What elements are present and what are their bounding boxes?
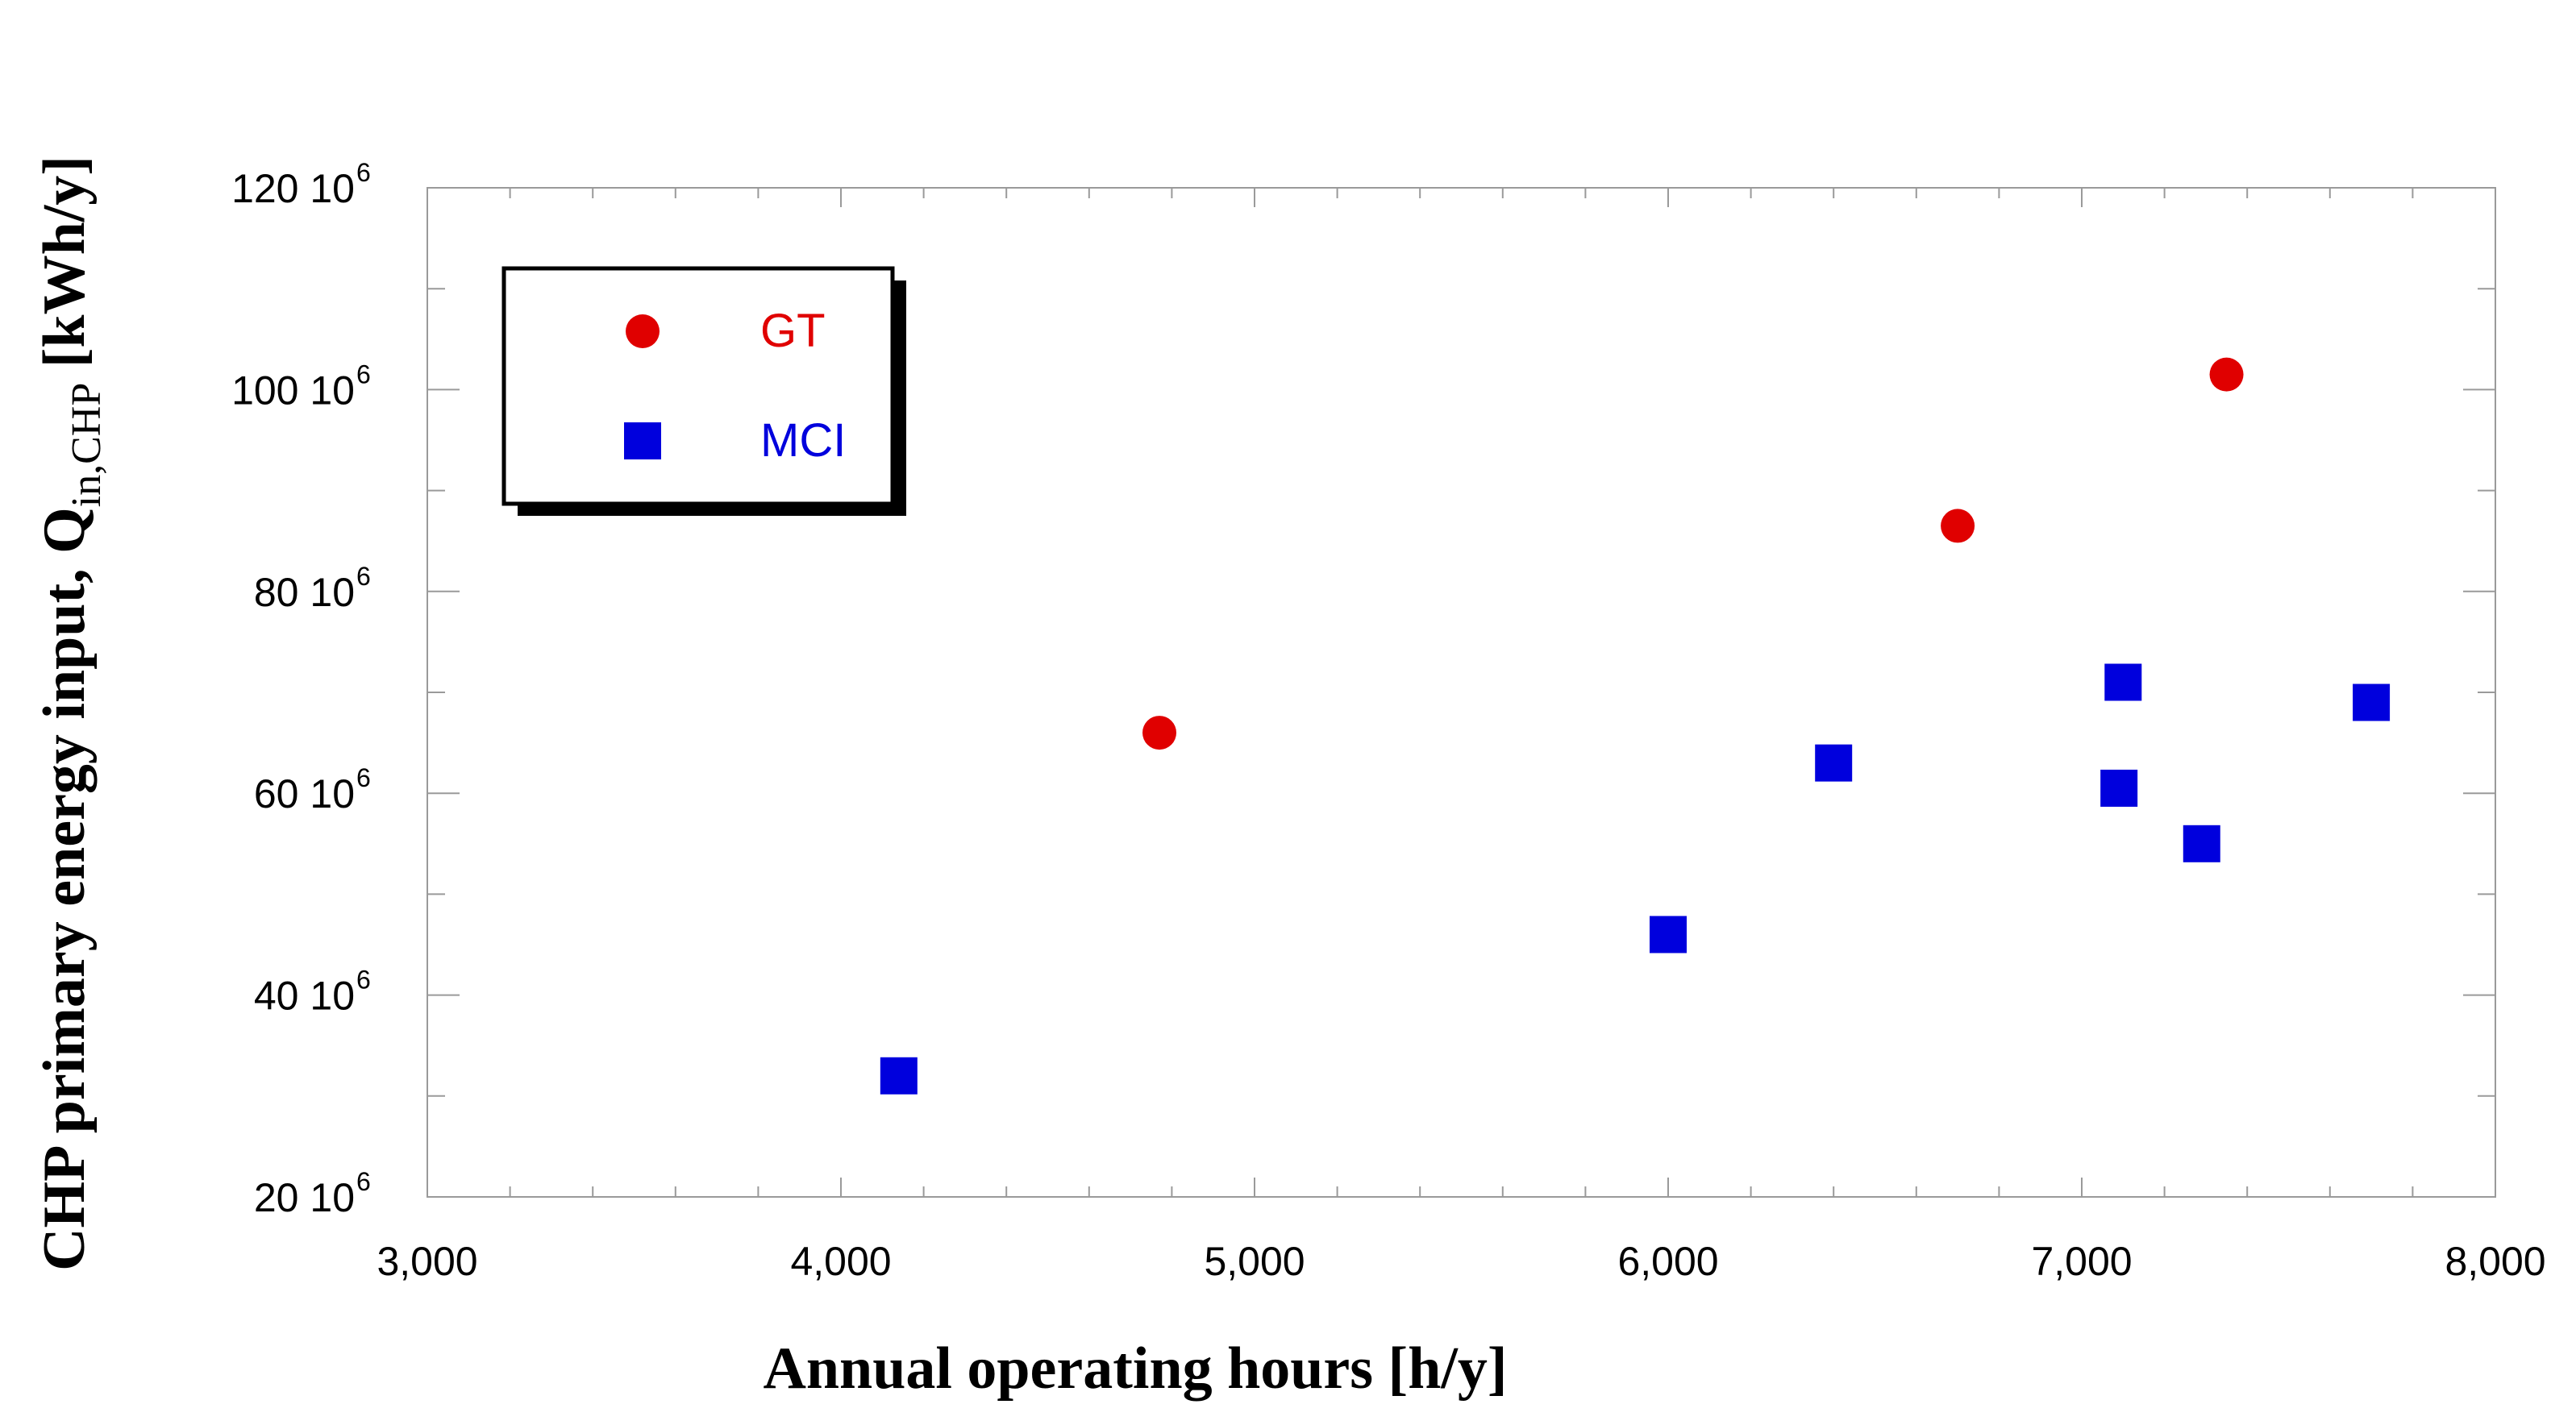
point-mci — [2183, 825, 2220, 862]
x-tick-label: 4,000 — [790, 1239, 891, 1284]
y-tick-label-exponent: 6 — [356, 966, 371, 995]
x-tick-label: 8,000 — [2445, 1239, 2545, 1284]
axes — [427, 187, 2496, 1198]
point-mci — [2100, 769, 2138, 807]
y-axis-title-suffix: [kWh/y] — [31, 156, 98, 383]
y-tick-label-exponent: 6 — [356, 1167, 371, 1196]
point-mci — [2353, 683, 2391, 721]
y-tick-label-exponent: 6 — [356, 359, 371, 388]
data-points — [880, 357, 2391, 1095]
y-tick-label-exponent: 6 — [356, 158, 371, 187]
legend-label-gt: GT — [760, 305, 826, 357]
point-gt — [1941, 509, 1975, 543]
y-tick-label: 20 10 — [254, 1175, 355, 1220]
point-mci — [880, 1057, 918, 1095]
point-mci — [1815, 744, 1853, 782]
x-axis-title: Annual operating hours [h/y] — [763, 1336, 1507, 1402]
legend-label-mci: MCI — [760, 414, 846, 467]
y-axis-title-prefix: CHP primary energy input, Q — [31, 507, 98, 1271]
legend-marker-mci — [624, 422, 661, 459]
y-tick-label: 40 10 — [254, 974, 355, 1019]
x-tick-label: 7,000 — [2031, 1239, 2132, 1284]
legend: GT MCI — [501, 266, 906, 516]
point-gt — [2209, 357, 2244, 392]
y-tick-label-exponent: 6 — [356, 763, 371, 792]
point-gt — [1142, 716, 1177, 750]
y-tick-label: 80 10 — [254, 570, 355, 615]
y-axis-title: CHP primary energy input, Qin,CHP [kWh/y… — [31, 156, 110, 1271]
y-tick-label-exponent: 6 — [356, 562, 371, 591]
y-tick-label: 120 10 — [231, 166, 355, 211]
legend-marker-gt — [626, 314, 660, 348]
point-mci — [1650, 916, 1687, 953]
y-tick-label: 100 10 — [231, 368, 355, 413]
x-tick-label: 6,000 — [1617, 1239, 1718, 1284]
point-mci — [2104, 663, 2142, 701]
x-tick-label: 3,000 — [377, 1239, 477, 1284]
y-axis-title-subscript: in,CHP — [64, 383, 110, 508]
legend-box — [501, 266, 895, 506]
x-tick-label: 5,000 — [1204, 1239, 1305, 1284]
y-tick-label: 60 10 — [254, 771, 355, 816]
